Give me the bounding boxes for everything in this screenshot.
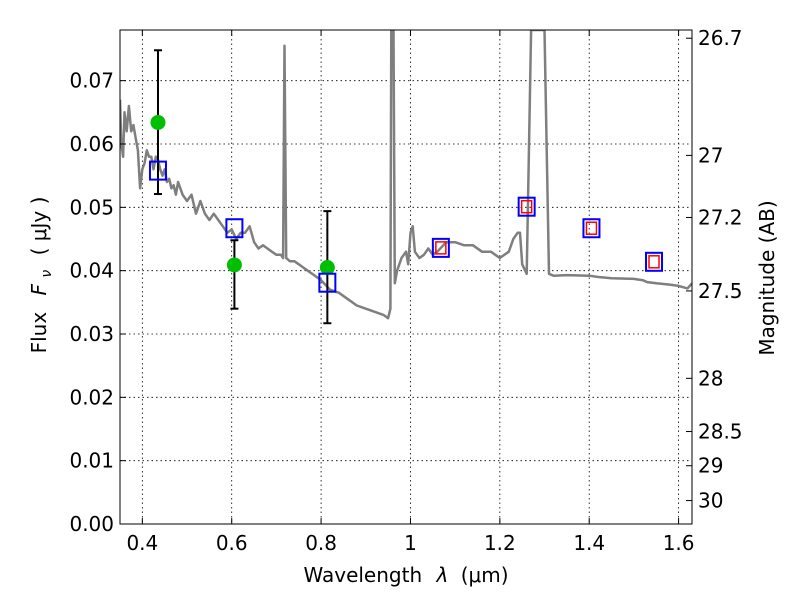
y2-tick-label: 28 xyxy=(698,366,723,390)
x-tick-label: 0.4 xyxy=(126,531,158,555)
filter-square xyxy=(520,199,533,214)
model-square xyxy=(148,160,167,181)
x-tick-label: 0.8 xyxy=(305,531,337,555)
y-tick-label: 0.02 xyxy=(69,385,114,409)
model-square xyxy=(431,237,450,258)
y-tick-label: 0.06 xyxy=(69,132,114,156)
model-square xyxy=(225,218,244,239)
x-tick-label: 1.6 xyxy=(663,531,695,555)
y2-tick-label: 27.2 xyxy=(698,205,743,229)
y2-tick-label: 29 xyxy=(698,454,723,478)
y-tick-label: 0.03 xyxy=(69,322,114,346)
model-square xyxy=(582,218,601,239)
y-tick-label: 0.05 xyxy=(69,195,114,219)
series-layer xyxy=(120,30,692,325)
model-square xyxy=(517,196,536,217)
y-tick-label: 0.01 xyxy=(69,449,114,473)
y-axis-label: Flux F ν ( μJy ) xyxy=(27,197,56,354)
x-axis-label: Wavelength λ (μm) xyxy=(303,563,508,587)
y2-tick-label: 26.7 xyxy=(698,26,743,50)
spectrum-line xyxy=(120,30,692,320)
filter-square xyxy=(585,221,598,235)
plot-frame xyxy=(119,29,693,525)
y2-axis-label: Magnitude (AB) xyxy=(755,200,779,355)
x-tick-label: 1.4 xyxy=(573,531,605,555)
y2-tick-label: 30 xyxy=(698,489,723,513)
y2-tick-label: 27.5 xyxy=(698,279,743,303)
y-tick-label: 0.07 xyxy=(69,69,114,93)
y-tick-label: 0.00 xyxy=(69,512,114,536)
y-tick-label: 0.04 xyxy=(69,259,114,283)
observed-point xyxy=(150,114,166,130)
filter-square xyxy=(648,255,660,269)
observed-point xyxy=(319,260,335,275)
filter-square xyxy=(435,241,447,255)
y2-tick-label: 27 xyxy=(698,143,723,167)
observed-point xyxy=(226,257,242,273)
model-square xyxy=(318,272,337,293)
y2-tick-label: 28.5 xyxy=(698,420,743,444)
x-tick-label: 0.6 xyxy=(216,531,248,555)
x-tick-label: 1.2 xyxy=(484,531,516,555)
axes: 0.4 0.6 0.8 1 1.2 1.4 1.6 0.00 0.01 0.02 0.03 0.04 0… xyxy=(69,26,742,555)
x-tick-label: 1 xyxy=(404,531,417,555)
model-square xyxy=(645,251,664,272)
